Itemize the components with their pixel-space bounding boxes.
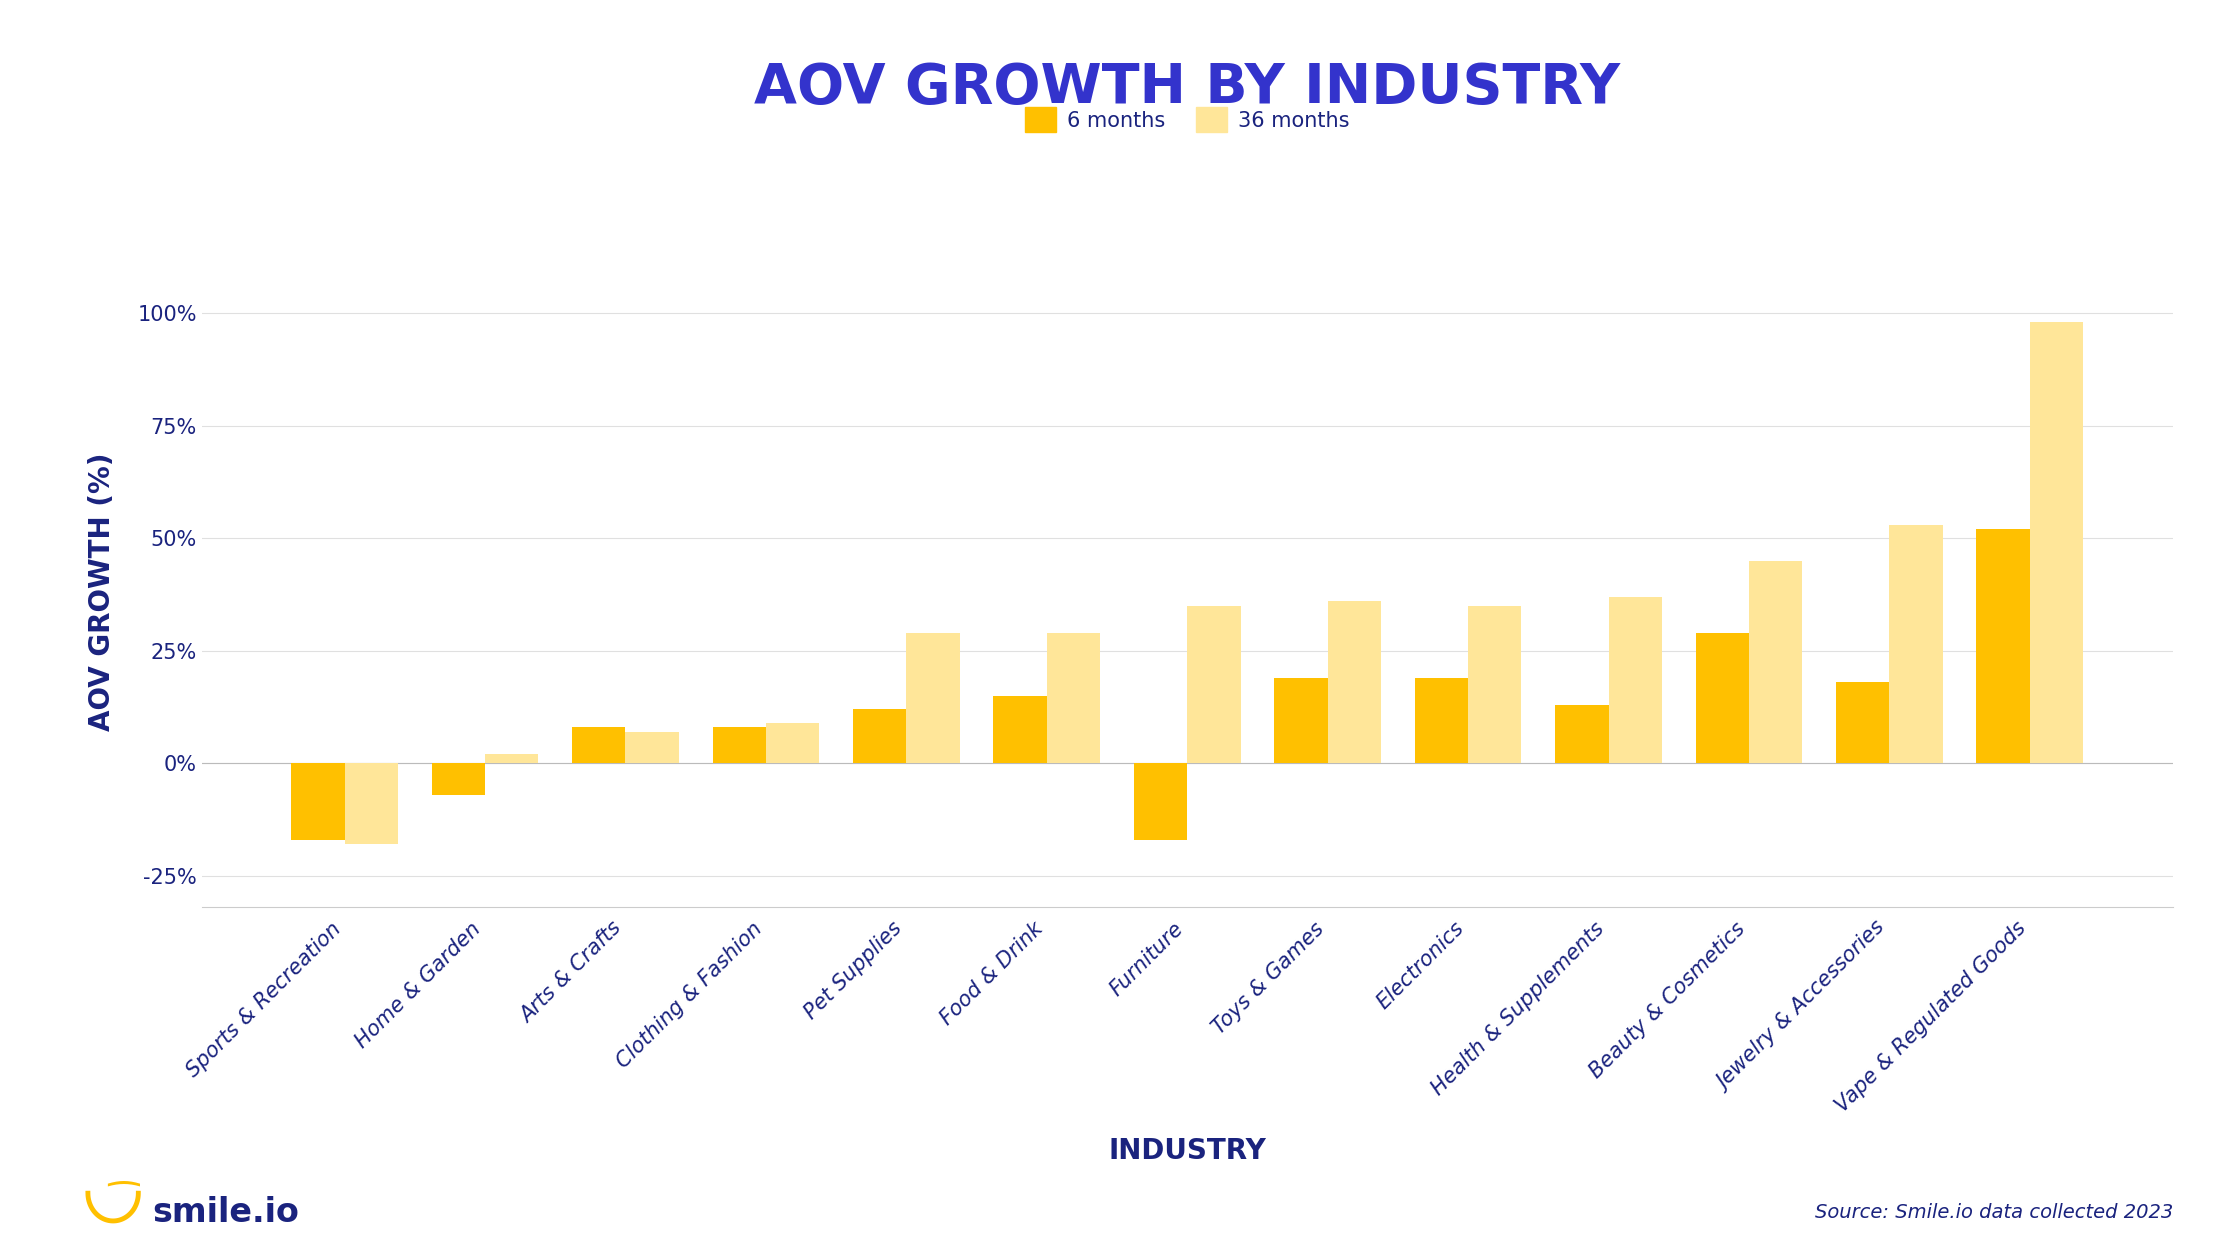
Bar bbox=[1696, 633, 1749, 764]
Bar bbox=[1976, 529, 2029, 764]
Bar bbox=[1046, 633, 1100, 764]
Bar bbox=[1187, 606, 1241, 764]
Bar bbox=[291, 764, 345, 839]
Text: AOV GROWTH BY INDUSTRY: AOV GROWTH BY INDUSTRY bbox=[755, 62, 1620, 115]
Bar bbox=[432, 764, 486, 795]
Bar bbox=[712, 727, 766, 764]
Legend: 6 months, 36 months: 6 months, 36 months bbox=[1017, 98, 1357, 141]
Bar bbox=[907, 633, 959, 764]
Bar bbox=[1749, 561, 1803, 764]
Bar bbox=[1133, 764, 1187, 839]
Bar bbox=[853, 709, 907, 764]
Bar bbox=[1467, 606, 1521, 764]
Bar bbox=[1608, 597, 1662, 764]
Bar bbox=[1555, 704, 1608, 764]
Bar bbox=[1416, 678, 1467, 764]
Bar bbox=[1837, 682, 1888, 764]
Bar bbox=[1328, 601, 1382, 764]
Bar bbox=[766, 723, 820, 764]
Bar bbox=[571, 727, 625, 764]
X-axis label: INDUSTRY: INDUSTRY bbox=[1109, 1138, 1266, 1166]
Text: ⁀: ⁀ bbox=[108, 1187, 139, 1220]
Y-axis label: AOV GROWTH (%): AOV GROWTH (%) bbox=[87, 452, 116, 732]
Bar bbox=[1888, 524, 1942, 764]
Bar bbox=[625, 732, 679, 764]
Bar bbox=[345, 764, 399, 844]
Text: Source: Smile.io data collected 2023: Source: Smile.io data collected 2023 bbox=[1814, 1202, 2173, 1222]
Bar bbox=[1275, 678, 1328, 764]
Bar bbox=[992, 696, 1046, 764]
Bar bbox=[486, 755, 538, 764]
Text: smile.io: smile.io bbox=[152, 1196, 300, 1228]
Bar bbox=[2029, 323, 2083, 764]
